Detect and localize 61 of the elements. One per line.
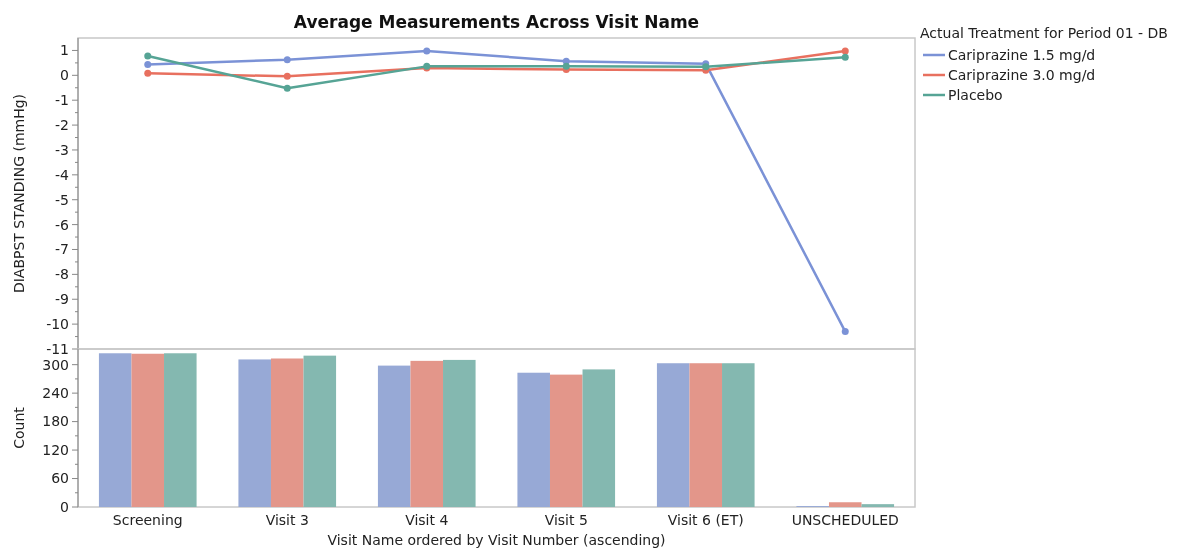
point [841,53,849,61]
bar [303,355,337,507]
bar [238,359,271,507]
bar [98,353,132,507]
y-tick-label: -1 [55,92,69,109]
y-tick-label: -9 [55,291,69,308]
point [841,328,849,336]
point [283,84,291,92]
y-tick-label: -8 [55,266,69,283]
point [562,62,570,70]
y-tick-label: -3 [55,141,69,158]
y-tick-label: -7 [55,241,69,258]
y-tick-label: 0 [60,498,69,515]
point [423,47,431,55]
x-tick-label: UNSCHEDULED [791,512,899,528]
x-axis-title: Visit Name ordered by Visit Number (ascending) [327,532,666,548]
y-tick-label: 120 [42,441,69,458]
bar [582,369,616,507]
bar [828,502,862,507]
point [144,52,152,60]
legend-label: Cariprazine 3.0 mg/d [948,66,1096,83]
bar [443,359,476,507]
y-tick-label: -10 [46,316,69,333]
point [144,69,152,77]
y-tick-label: -11 [46,340,69,357]
y-axis-title: DIABPST STANDING (mmHg) [11,93,27,294]
y-tick-label: 300 [42,356,69,373]
y-tick-label: 0 [60,67,69,84]
legend-label: Placebo [948,86,1003,103]
x-tick-label: Visit 4 [405,512,449,528]
y-tick-label: 1 [60,42,69,59]
y-tick-label: -6 [55,216,70,233]
x-tick-label: Screening [112,512,183,528]
x-tick-label: Visit 6 (ET) [667,512,744,528]
bar [270,358,304,507]
y-tick-label: -4 [55,166,70,183]
point [283,72,291,80]
point [144,61,152,69]
point [841,47,849,55]
bar [131,353,165,507]
y-tick-label: -5 [55,191,69,208]
bar [517,372,550,507]
y-tick-label: -2 [55,116,69,133]
x-tick-label: Visit 3 [265,512,309,528]
bar [689,363,723,507]
bar [410,360,444,507]
bar [656,363,690,507]
chart-title: Average Measurements Across Visit Name [293,12,700,32]
point [283,56,291,64]
bar [861,504,895,507]
bar [722,363,755,507]
bar [549,374,583,507]
y-axis-title: Count [11,406,27,449]
legend-label: Cariprazine 1.5 mg/d [948,46,1096,63]
x-tick-label: Visit 5 [544,512,588,528]
y-tick-label: 240 [42,385,69,402]
bar [377,365,411,507]
y-tick-label: 60 [51,470,69,487]
bar [164,353,197,507]
y-tick-label: 180 [42,413,69,430]
legend-title: Actual Treatment for Period 01 - DB [920,25,1168,41]
